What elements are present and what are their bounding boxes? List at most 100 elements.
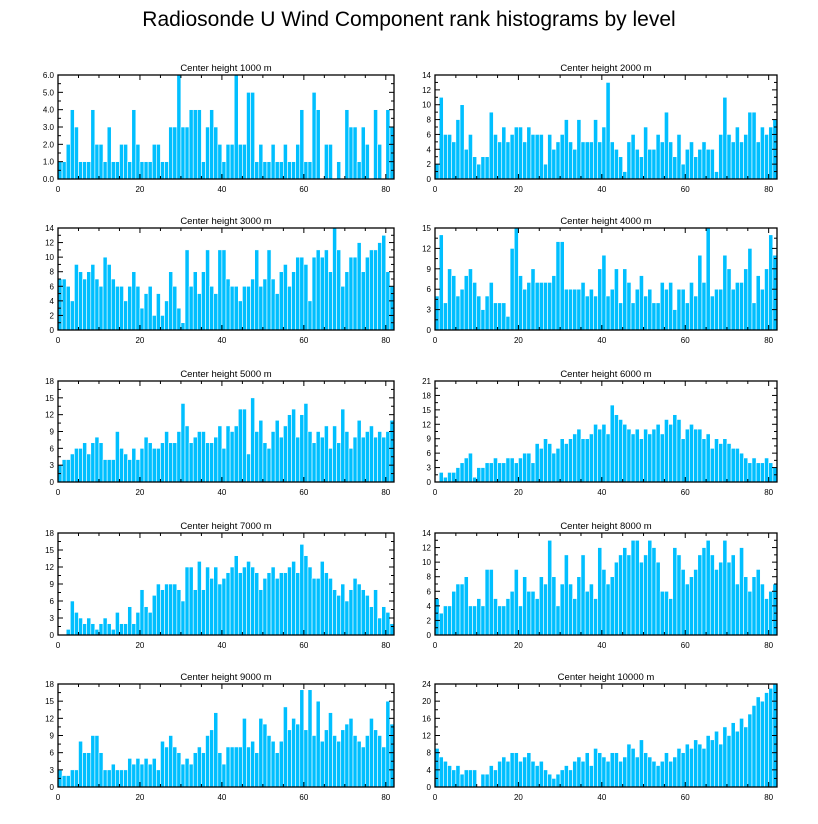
histogram-bar bbox=[78, 271, 83, 331]
histogram-bar bbox=[639, 156, 644, 180]
histogram-panel: Center height 10000 m 0 20 40 60 80 0 4 8 12 16 20 2… bbox=[422, 672, 778, 802]
histogram-bar bbox=[463, 457, 469, 483]
histogram-bar bbox=[488, 462, 494, 483]
histogram-bar bbox=[668, 598, 674, 636]
histogram-bar bbox=[307, 431, 313, 483]
y-tick-label: 4 bbox=[427, 145, 432, 154]
histogram-bar bbox=[115, 769, 120, 788]
histogram-bar bbox=[246, 746, 251, 788]
histogram-bar bbox=[547, 539, 553, 636]
histogram-bar bbox=[568, 583, 573, 636]
histogram-bar bbox=[90, 623, 96, 636]
histogram-bar bbox=[270, 740, 276, 788]
histogram-bar bbox=[336, 249, 342, 331]
y-tick-label: 0 bbox=[50, 478, 55, 487]
histogram-bar bbox=[534, 598, 540, 636]
histogram-bar bbox=[246, 92, 251, 180]
x-tick-label: 60 bbox=[681, 185, 690, 194]
histogram-bar bbox=[739, 452, 744, 483]
histogram-bar bbox=[722, 96, 728, 180]
histogram-bar bbox=[630, 748, 636, 788]
histogram-bar bbox=[262, 278, 268, 331]
histogram-bar bbox=[522, 576, 528, 636]
histogram-bar bbox=[609, 752, 615, 788]
histogram-bar bbox=[743, 268, 749, 331]
histogram-bar bbox=[172, 126, 178, 180]
histogram-bar bbox=[513, 462, 519, 483]
histogram-bar bbox=[336, 442, 342, 483]
histogram-bar bbox=[709, 739, 715, 788]
histogram-bar bbox=[74, 126, 79, 180]
histogram-bar bbox=[319, 740, 325, 788]
histogram-bar bbox=[315, 578, 321, 636]
panel-title: Center height 10000 m bbox=[558, 672, 655, 683]
histogram-bar bbox=[497, 302, 503, 331]
histogram-bar bbox=[65, 459, 71, 483]
histogram-bar bbox=[201, 589, 206, 636]
y-tick-label: 15 bbox=[45, 546, 54, 555]
histogram-bar bbox=[463, 576, 469, 636]
histogram-bar bbox=[743, 576, 749, 636]
histogram-bar bbox=[451, 472, 457, 483]
histogram-bar bbox=[647, 433, 653, 483]
y-tick-label: 6 bbox=[427, 285, 432, 294]
histogram-bar bbox=[689, 141, 694, 180]
histogram-bar bbox=[622, 171, 628, 180]
histogram-bar bbox=[505, 457, 511, 483]
histogram-bar bbox=[278, 436, 284, 483]
histogram-bar bbox=[262, 442, 268, 483]
y-tick-label: 15 bbox=[422, 406, 431, 415]
histogram-bar bbox=[217, 583, 223, 636]
histogram-bar bbox=[443, 134, 448, 180]
histogram-bar bbox=[534, 765, 540, 788]
histogram-bar bbox=[192, 752, 198, 788]
histogram-bar bbox=[593, 748, 598, 788]
y-tick-label: 15 bbox=[45, 394, 54, 403]
histogram-bar bbox=[618, 554, 623, 636]
histogram-bar bbox=[283, 425, 288, 483]
histogram-bar bbox=[381, 606, 387, 636]
histogram-bar bbox=[593, 295, 598, 331]
x-tick-label: 80 bbox=[381, 336, 390, 345]
histogram-bar bbox=[622, 423, 628, 483]
histogram-bar bbox=[768, 687, 774, 788]
histogram-bar bbox=[768, 234, 774, 331]
histogram-bar bbox=[258, 718, 264, 788]
histogram-bar bbox=[609, 404, 615, 483]
histogram-bar bbox=[188, 763, 194, 788]
histogram-bar bbox=[451, 590, 457, 636]
histogram-bar bbox=[468, 134, 473, 180]
histogram-bar bbox=[295, 256, 301, 331]
histogram-bar bbox=[739, 718, 744, 788]
histogram-bar bbox=[381, 234, 387, 331]
histogram-bar bbox=[369, 606, 374, 636]
histogram-bar bbox=[192, 436, 198, 483]
histogram-bar bbox=[726, 561, 732, 636]
histogram-bar bbox=[201, 161, 206, 180]
histogram-bar bbox=[555, 241, 561, 331]
histogram-bar bbox=[151, 315, 157, 331]
histogram-bar bbox=[601, 756, 607, 788]
histogram-bar bbox=[156, 293, 161, 331]
y-tick-label: 6 bbox=[50, 282, 55, 291]
histogram-bar bbox=[672, 309, 678, 331]
histogram-bar bbox=[526, 752, 532, 788]
histogram-bar bbox=[299, 109, 305, 180]
histogram-bar bbox=[443, 760, 448, 788]
panel-title: Center height 2000 m bbox=[560, 63, 651, 74]
histogram-bar bbox=[718, 743, 724, 788]
histogram-bar bbox=[709, 448, 715, 483]
x-tick-label: 0 bbox=[56, 641, 61, 650]
histogram-bar bbox=[463, 148, 469, 180]
histogram-bar bbox=[176, 589, 182, 636]
y-tick-label: 3 bbox=[427, 306, 432, 315]
histogram-bar bbox=[576, 119, 582, 180]
histogram-bar bbox=[332, 227, 337, 331]
histogram-bar bbox=[299, 689, 305, 788]
y-tick-label: 8 bbox=[427, 749, 432, 758]
histogram-bar bbox=[522, 756, 528, 788]
histogram-bar bbox=[593, 423, 598, 483]
histogram-bar bbox=[589, 288, 594, 331]
histogram-bar bbox=[689, 423, 694, 483]
histogram-bar bbox=[530, 590, 536, 636]
